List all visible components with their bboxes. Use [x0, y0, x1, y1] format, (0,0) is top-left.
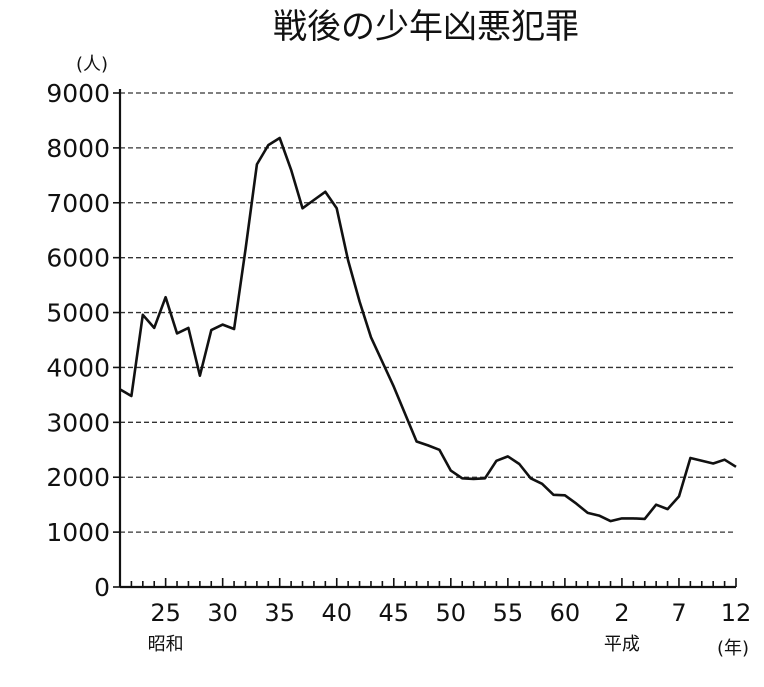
- y-tick-label: 8000: [46, 134, 110, 163]
- chart-title: 戦後の少年凶悪犯罪: [273, 7, 579, 47]
- x-unit-label: (年): [717, 638, 749, 659]
- y-tick-label: 4000: [46, 353, 110, 382]
- era-label: 昭和: [148, 634, 184, 655]
- x-tick-label: 25: [150, 599, 181, 627]
- gridlines: [120, 93, 736, 532]
- x-tick-label: 55: [493, 599, 524, 627]
- y-tick-label: 6000: [46, 244, 110, 273]
- x-tick-label: 7: [671, 599, 686, 627]
- x-tick-label: 12: [721, 599, 752, 627]
- y-tick-label: 2000: [46, 463, 110, 492]
- era-label: 平成: [604, 634, 640, 655]
- series-line: [120, 138, 736, 521]
- x-tick-label: 30: [207, 599, 238, 627]
- y-tick-label: 0: [94, 573, 110, 602]
- y-tick-label: 1000: [46, 518, 110, 547]
- series-layer: [120, 138, 736, 521]
- x-tick-label: 45: [379, 599, 410, 627]
- axes: [113, 89, 736, 587]
- x-tick-label: 50: [436, 599, 467, 627]
- y-tick-label: 7000: [46, 189, 110, 218]
- x-tick-label: 40: [321, 599, 352, 627]
- y-tick-label: 3000: [46, 408, 110, 437]
- x-tick-label: 35: [264, 599, 295, 627]
- y-tick-label: 5000: [46, 299, 110, 328]
- x-tick-label: 2: [614, 599, 629, 627]
- era-labels: 昭和 平成: [148, 634, 640, 655]
- y-tick-label: 9000: [46, 79, 110, 108]
- x-tick-labels: 25 30 35 40 45 50 55 60 2 7 12: [150, 599, 751, 627]
- x-tick-label: 60: [550, 599, 581, 627]
- y-tick-labels: 0 1000 2000 3000 4000 5000 6000 7000 8000 9000: [46, 79, 110, 602]
- y-unit-label: (人): [76, 54, 108, 75]
